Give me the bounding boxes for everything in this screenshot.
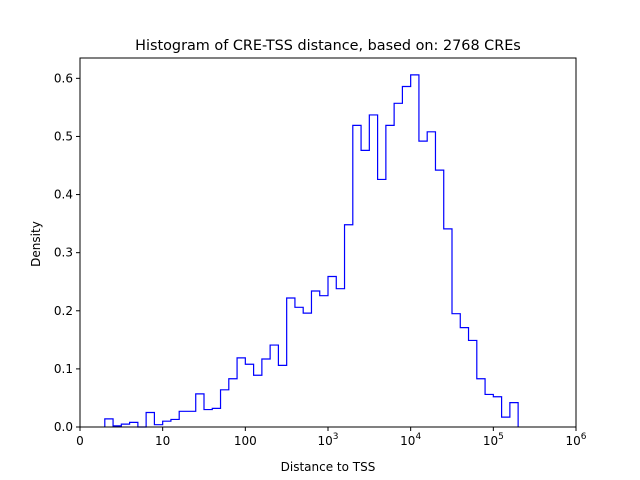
- y-tick-label: 0.3: [54, 246, 73, 260]
- y-axis-label: Density: [29, 221, 43, 267]
- y-tick-label: 0.4: [54, 188, 73, 202]
- x-tick-label: 105: [483, 432, 504, 448]
- histogram-outline: [104, 74, 519, 428]
- y-tick-label: 0.1: [54, 362, 73, 376]
- x-tick-label: 100: [234, 434, 257, 448]
- chart-title: Histogram of CRE-TSS distance, based on:…: [135, 38, 521, 54]
- x-tick-label: 103: [317, 432, 338, 448]
- y-tick-label: 0.5: [54, 129, 73, 143]
- x-tick-label: 0: [76, 434, 84, 448]
- x-axis: 0 10 100 103 104 105 106: [76, 427, 587, 448]
- y-tick-label: 0.6: [54, 71, 73, 85]
- x-tick-label: 10: [155, 434, 170, 448]
- y-tick-label: 0.2: [54, 304, 73, 318]
- axes-frame: [79, 57, 577, 428]
- x-axis-label: Distance to TSS: [281, 460, 376, 474]
- plot-area: [79, 57, 577, 428]
- x-tick-label: 106: [565, 432, 586, 448]
- y-tick-label: 0.0: [54, 420, 73, 434]
- x-tick-label: 104: [400, 432, 421, 448]
- y-axis: 0.0 0.1 0.2 0.3 0.4 0.5 0.6: [54, 71, 80, 434]
